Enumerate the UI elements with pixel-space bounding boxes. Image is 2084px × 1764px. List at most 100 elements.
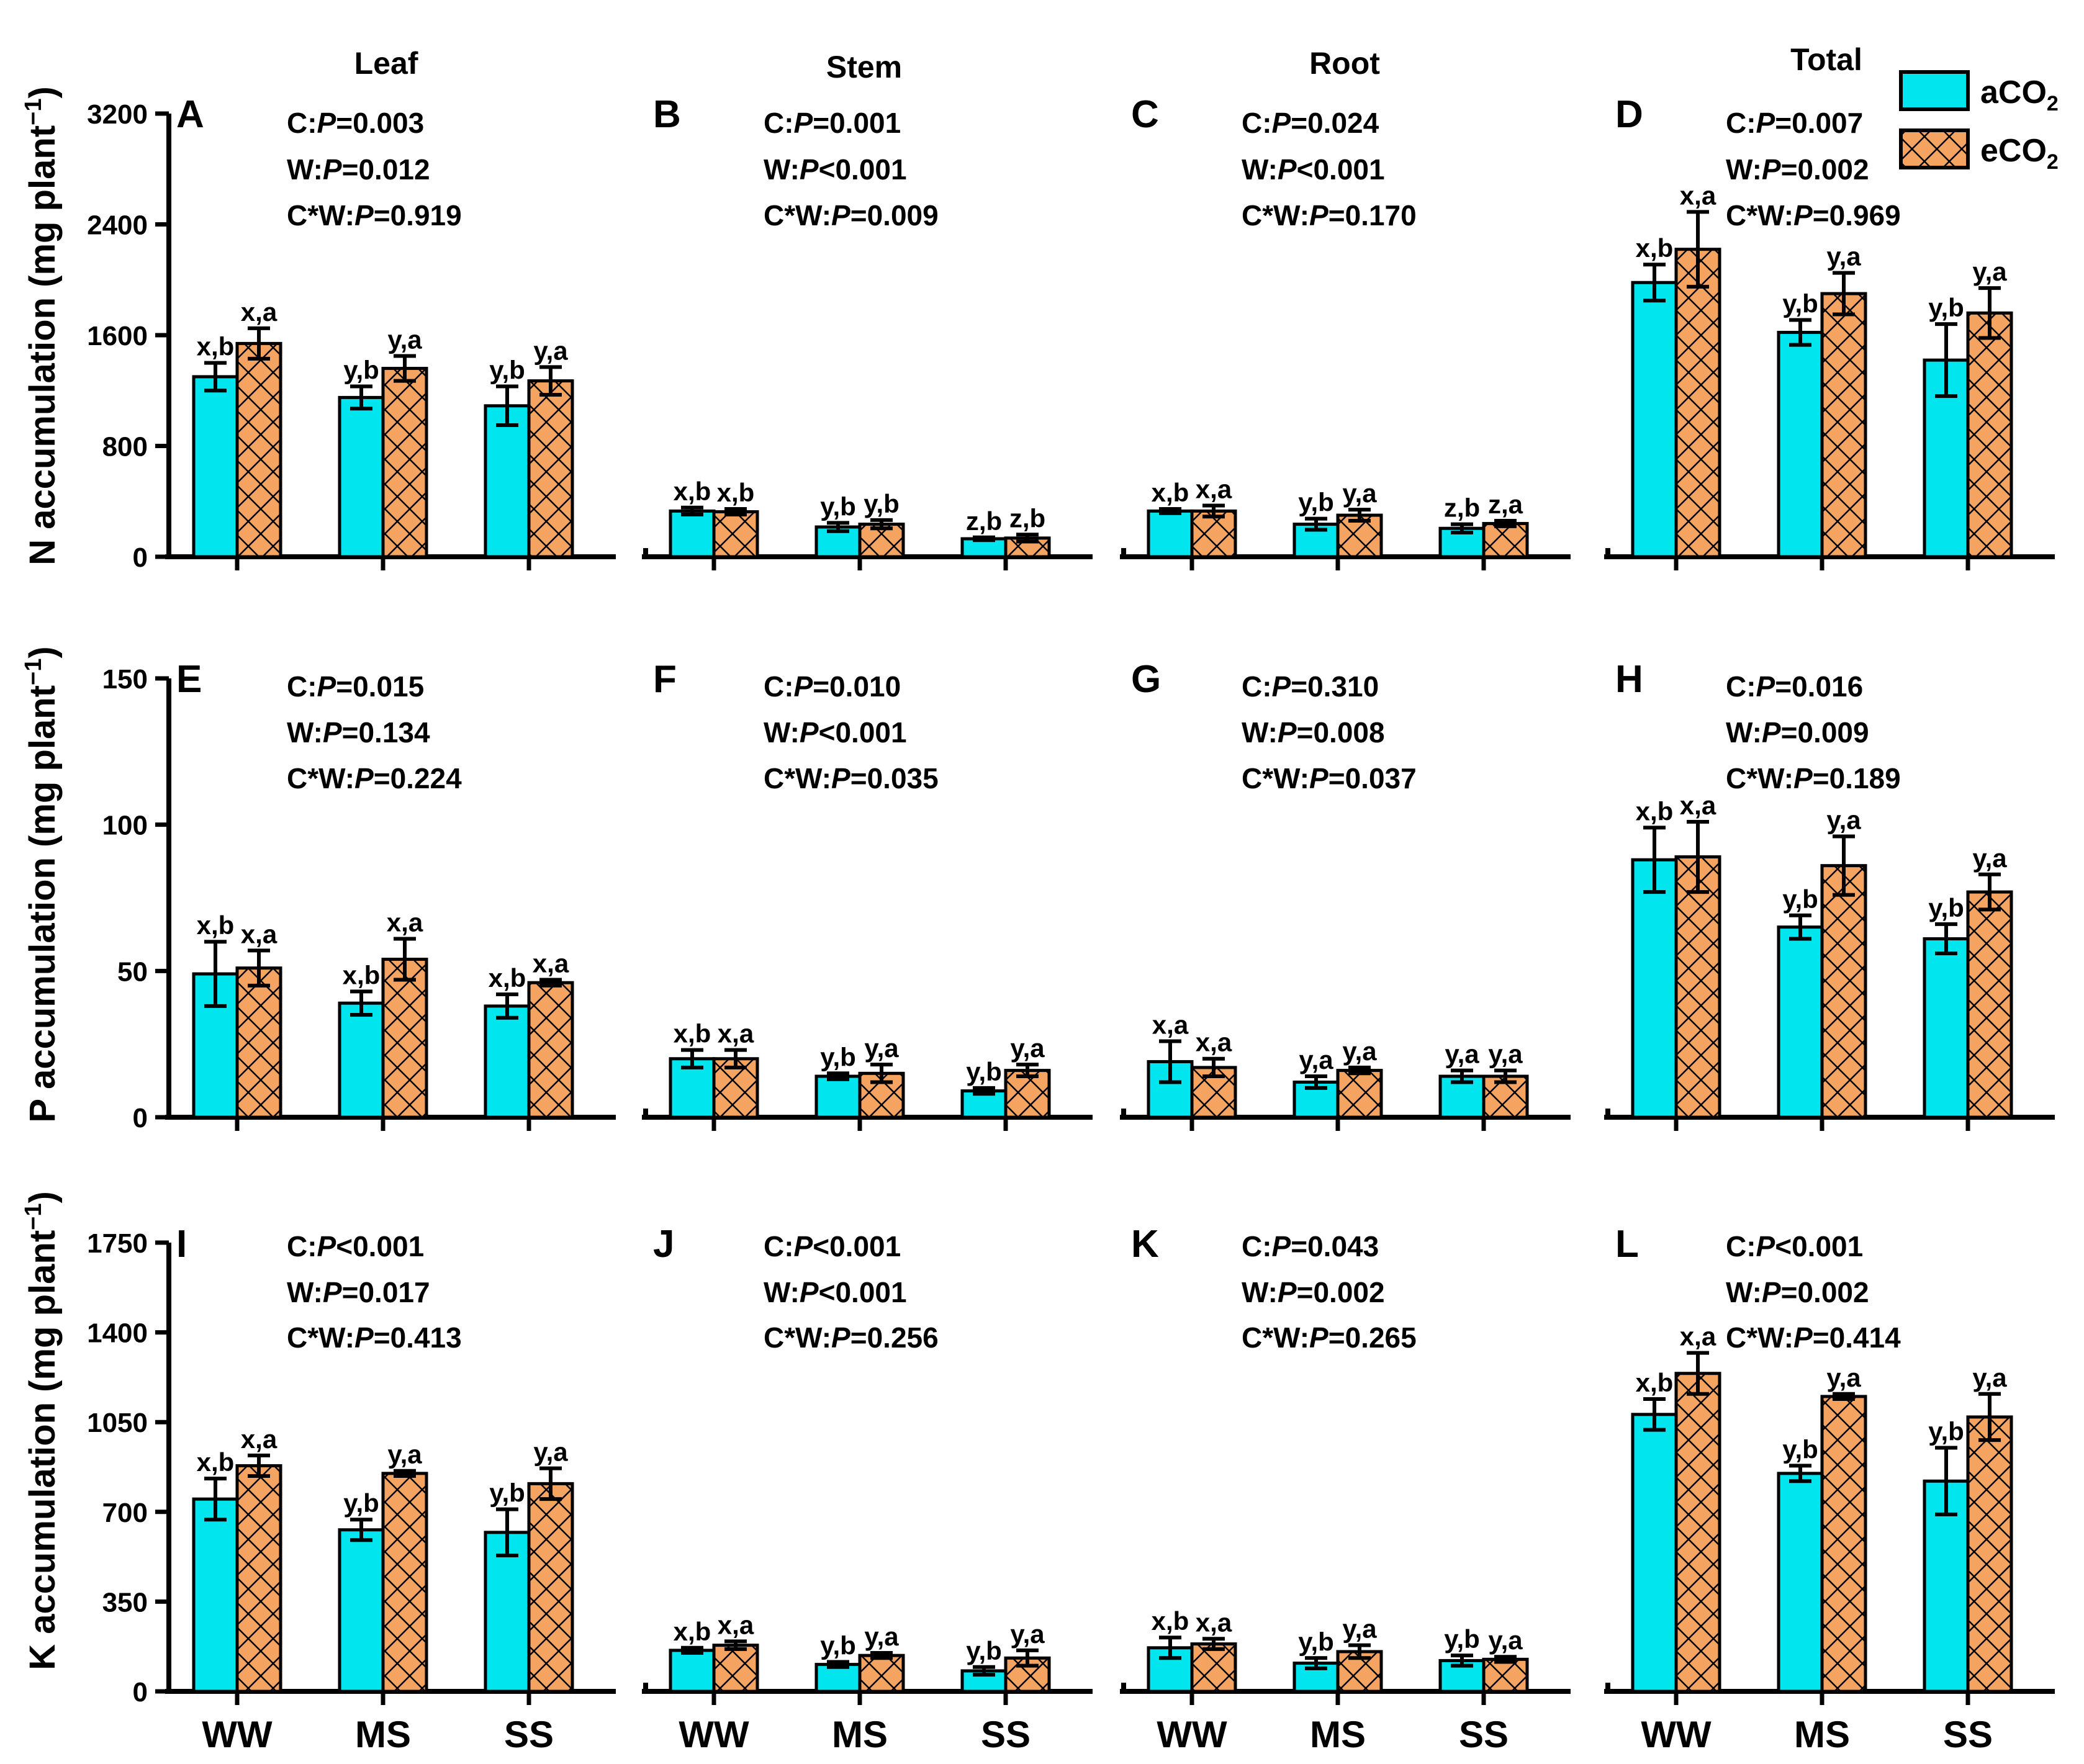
bar-label: y,b	[1928, 893, 1964, 922]
bar-eco2	[1674, 248, 1721, 559]
error-bar	[350, 1518, 372, 1542]
bar-label: y,a	[1826, 242, 1861, 271]
x-tick-label: WW	[679, 1714, 749, 1755]
bar-label: y,a	[1010, 1619, 1045, 1649]
error-bar	[973, 1086, 995, 1096]
stat-line: W:P=0.008	[1242, 716, 1385, 749]
panel-letter-e: E	[176, 658, 202, 701]
error-bar	[1305, 516, 1327, 532]
bar-aco2	[1631, 281, 1678, 559]
bar-eco2	[527, 981, 574, 1119]
bar-eco2	[1482, 1657, 1529, 1693]
bar-aco2	[1631, 1413, 1678, 1693]
error-bar	[1687, 210, 1709, 289]
bar-label: z,b	[966, 506, 1002, 536]
bar-aco2	[669, 509, 716, 559]
error-bar	[973, 1665, 995, 1677]
y-tick-label: 1400	[87, 1318, 148, 1349]
bar-label: z,b	[1444, 493, 1480, 523]
bar-label: x,a	[1152, 1010, 1189, 1039]
bar-label: x,a	[1680, 181, 1716, 210]
bar-eco2	[1966, 890, 2013, 1119]
bar-label: x,b	[674, 477, 711, 506]
panel-letter-b: B	[653, 93, 681, 136]
bar-label: x,a	[387, 907, 423, 937]
x-tick-label: MS	[832, 1714, 888, 1755]
bar-label: x,b	[717, 478, 755, 507]
bar-aco2	[814, 1074, 862, 1119]
y-tick-label: 0	[133, 542, 148, 573]
error-bar	[394, 1469, 416, 1478]
panel-d: D C:P=0.007 W:P=0.002 C*W:P=0.969 x,bx,a y,b y…	[1604, 93, 2055, 570]
column-title-leaf: Leaf	[354, 46, 418, 81]
error-bar	[1202, 503, 1225, 519]
bar-label: x,b	[197, 1447, 235, 1477]
bar-label: x,a	[533, 948, 569, 978]
y-tick-label: 0	[133, 1103, 148, 1133]
bar-label: y,a	[1445, 1040, 1479, 1069]
stat-line: C*W:P=0.170	[1242, 199, 1417, 232]
stat-line: C*W:P=0.224	[287, 762, 462, 794]
stat-line: W:P<0.001	[1242, 153, 1385, 186]
error-bar	[394, 937, 416, 982]
bar-label: x,a	[1680, 1322, 1716, 1351]
error-bar	[1643, 826, 1666, 894]
bar-label: y,b	[864, 489, 900, 518]
error-bar	[1016, 1063, 1039, 1079]
bar-label: y,b	[820, 1042, 856, 1071]
bar-label: x,a	[1196, 1608, 1232, 1637]
error-bar	[1451, 1068, 1473, 1084]
x-tick-label: MS	[1310, 1714, 1366, 1755]
bar-label: z,a	[1488, 490, 1523, 519]
bar-label: y,b	[1928, 293, 1964, 322]
stat-line: W:P=0.017	[287, 1276, 430, 1308]
bar-label: y,a	[1972, 257, 2007, 286]
y-tick-label: 3200	[87, 99, 148, 130]
stat-line: C:P=0.015	[287, 670, 424, 703]
panel-letter-g: G	[1131, 658, 1161, 701]
y-tick-label: 150	[102, 664, 148, 695]
bar-eco2	[1674, 855, 1721, 1119]
error-bar	[870, 1063, 893, 1084]
error-bar	[681, 505, 703, 516]
bar-eco2	[235, 341, 282, 559]
x-tick-label: SS	[1943, 1714, 1993, 1755]
bar-eco2	[712, 1057, 759, 1119]
bar-eco2	[1482, 521, 1529, 559]
stat-line: C:P=0.007	[1726, 107, 1863, 139]
y-tick-label: 100	[102, 811, 148, 841]
legend-swatch-eco2	[1899, 128, 1970, 169]
error-bar	[827, 521, 849, 533]
bar-eco2	[235, 966, 282, 1119]
bar-aco2	[484, 1004, 531, 1119]
error-bar	[350, 384, 372, 411]
error-bar	[1643, 263, 1666, 303]
bar-eco2	[381, 957, 428, 1119]
bar-label: y,b	[1782, 884, 1818, 914]
error-bar	[1978, 286, 2001, 340]
error-bar	[1348, 508, 1371, 523]
bar-label: y,b	[343, 1488, 379, 1518]
x-tick-label: MS	[1794, 1714, 1850, 1755]
stat-line: C:P=0.016	[1726, 670, 1863, 703]
panel-letter-h: H	[1615, 658, 1643, 701]
stat-line: C*W:P=0.413	[287, 1321, 462, 1354]
error-bar	[1978, 1392, 2001, 1442]
error-bar	[1159, 1636, 1181, 1660]
bar-label: y,b	[966, 1057, 1002, 1086]
stat-line: W:P=0.134	[287, 716, 430, 749]
error-bar	[724, 1639, 747, 1651]
bar-eco2	[712, 1644, 759, 1693]
bar-label: y,b	[1782, 1434, 1818, 1464]
x-tick-label: SS	[1459, 1714, 1509, 1755]
error-bar	[1202, 1637, 1225, 1651]
panel-f: F C:P=0.010 W:P<0.001 C*W:P=0.035 x,b x,a y,b y…	[642, 658, 1093, 1131]
y-tick-label: 1050	[87, 1408, 148, 1438]
bar-label: x,b	[1152, 1606, 1189, 1636]
bar-label: y,b	[489, 1478, 525, 1508]
y-tick-label: 50	[117, 956, 148, 987]
stat-line: W:P=0.009	[1726, 716, 1869, 749]
x-tick-label: WW	[1641, 1714, 1712, 1755]
bar-label: y,a	[1826, 1363, 1861, 1392]
legend-swatch-aco2	[1899, 70, 1970, 111]
